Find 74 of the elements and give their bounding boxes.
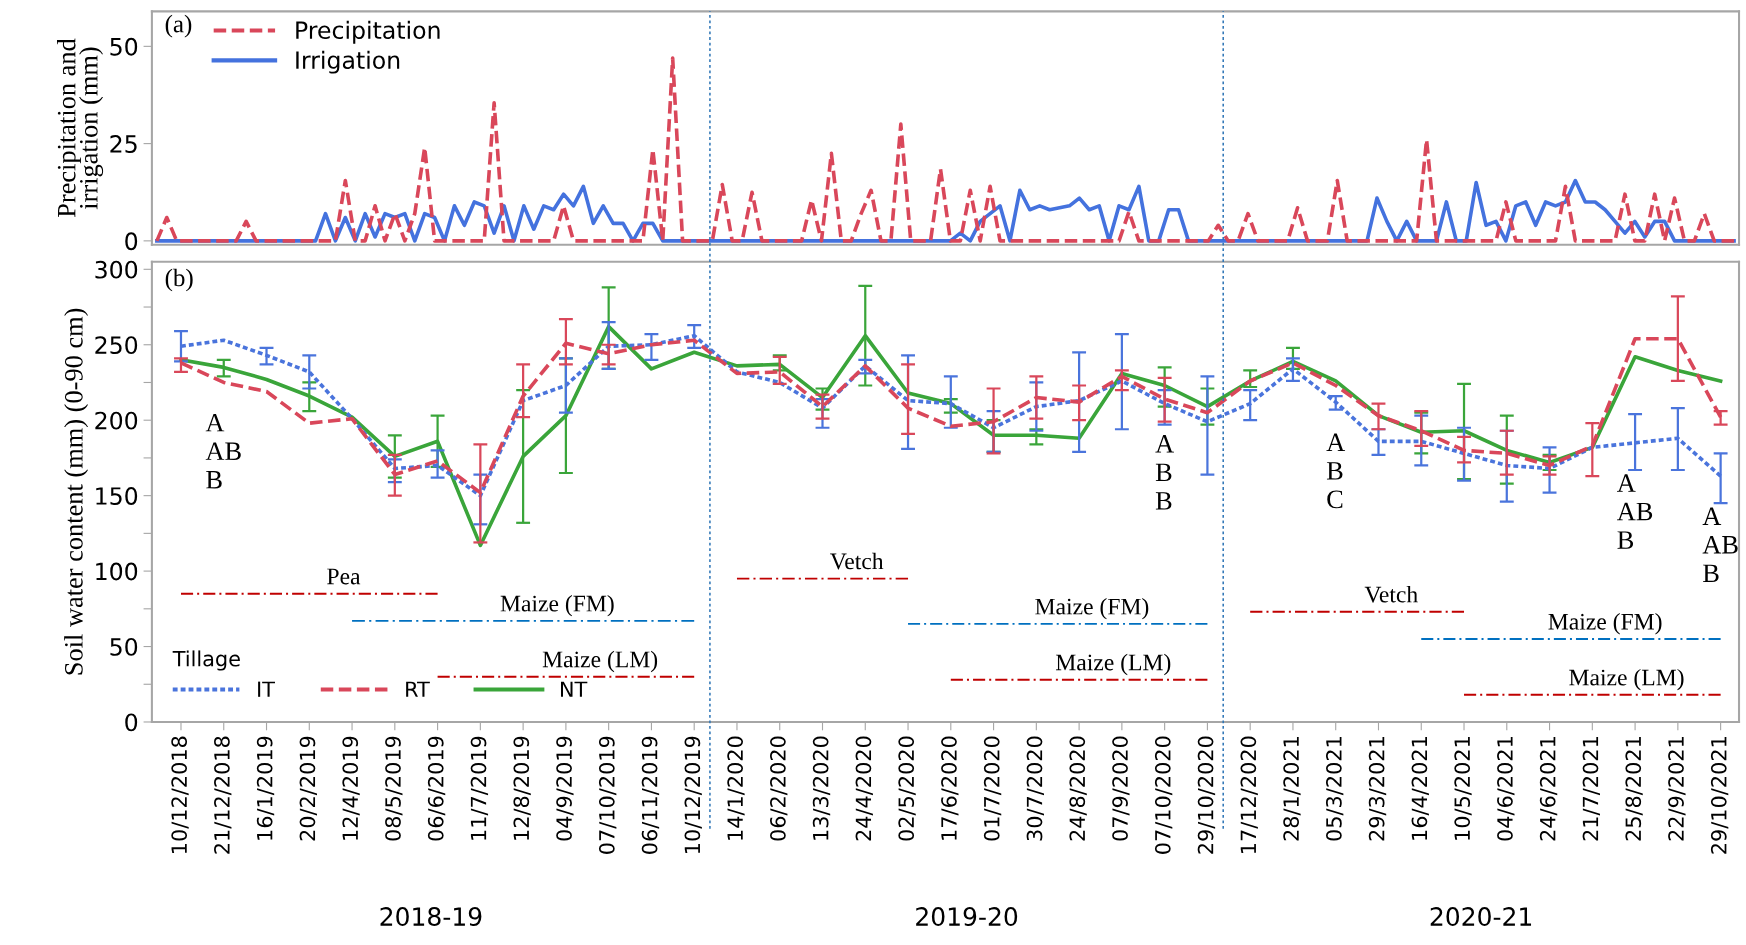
x-tick-label: 24/8/2020 (1069, 736, 1087, 841)
y-tick-label: 0 (125, 232, 138, 251)
x-tick-label: 21/12/2018 (214, 736, 232, 854)
x-tick-label: 08/5/2019 (385, 736, 403, 841)
x-tick-label: 24/4/2020 (855, 736, 873, 841)
series-label: Maize (FM) (1035, 597, 1149, 620)
text: 2020-21 (1430, 907, 1532, 926)
series-label: Maize (FM) (500, 594, 614, 617)
series-label: Vetch (830, 552, 884, 570)
legend-label: Precipitation (296, 20, 440, 44)
y-tick-label: 50 (110, 637, 138, 656)
x-tick-label: 14/1/2020 (727, 736, 745, 840)
y-tick-label: 150 (96, 487, 138, 505)
y-tick-label: 0 (125, 713, 138, 732)
x-tick-label: 20/2/2019 (299, 736, 317, 841)
x-tick-label: 29/10/2021 (1710, 737, 1729, 854)
x-tick-label: 06/2/2020 (770, 736, 788, 841)
y-axis-title: Precipitation and irrigation (mm) (57, 38, 104, 218)
x-tick-label: 06/6/2019 (427, 736, 446, 841)
x-tick-label: 10/12/2018 (171, 736, 189, 853)
x-tick-label: 05/3/2021 (1326, 737, 1344, 841)
x-tick-label: 07/10/2019 (598, 736, 617, 854)
x-tick-label: 07/9/2020 (1112, 736, 1130, 841)
x-tick-label: 04/9/2019 (556, 736, 574, 841)
series-label: Maize (LM) (542, 650, 658, 673)
x-tick-label: 29/10/2020 (1197, 736, 1216, 854)
series-label: Maize (LM) (1055, 653, 1171, 676)
x-tick-label: 10/5/2021 (1454, 737, 1472, 840)
series-label: Pea (327, 568, 361, 585)
x-tick-label: 29/3/2021 (1368, 737, 1387, 841)
y-tick-label: 100 (96, 562, 138, 581)
x-tick-label: 17/6/2020 (941, 736, 959, 840)
legend-label: RT (406, 681, 430, 697)
legend-label: IT (258, 681, 275, 697)
x-tick-label: 13/3/2020 (812, 736, 831, 840)
y-tick-label: 200 (95, 411, 138, 430)
x-tick-label: 28/1/2021 (1283, 737, 1301, 841)
legend-label: NT (561, 681, 588, 697)
series-label: Vetch (1364, 585, 1418, 603)
x-tick-label: 21/7/2021 (1582, 737, 1600, 841)
x-tick-label: 01/7/2020 (983, 736, 1002, 841)
x-tick-label: 22/9/2021 (1668, 737, 1686, 841)
x-tick-label: 06/11/2019 (641, 736, 660, 854)
annotation: A AB B (205, 413, 241, 489)
x-tick-label: 04/6/2021 (1497, 737, 1515, 841)
x-tick-label: 02/5/2020 (898, 736, 916, 841)
x-tick-label: 16/1/2019 (256, 736, 275, 840)
x-tick-label: 07/10/2020 (1154, 736, 1173, 854)
y-tick-label: 50 (110, 37, 138, 56)
legend-label: Irrigation (296, 50, 400, 74)
annotation: (a) (165, 14, 192, 38)
y-tick-label: 25 (110, 135, 137, 153)
x-tick-label: 16/4/2021 (1411, 737, 1429, 840)
annotation: A AB B (1617, 474, 1653, 549)
x-tick-label: 17/12/2020 (1240, 736, 1258, 853)
series-label: Maize (FM) (1548, 613, 1662, 635)
y-tick-label: 250 (95, 336, 138, 355)
series-label: Maize (LM) (1569, 668, 1684, 691)
annotation: A B B (1155, 435, 1174, 510)
x-tick-label: 12/8/2019 (513, 736, 531, 840)
text: 2019-20 (916, 907, 1018, 926)
annotation: A B C (1326, 433, 1346, 509)
x-tick-label: 30/7/2020 (1026, 736, 1045, 841)
text: 2018-19 (380, 907, 482, 926)
x-tick-label: 10/12/2019 (684, 736, 702, 853)
legend-title: Tillage (172, 650, 240, 671)
annotation: (b) (165, 268, 193, 292)
x-tick-label: 24/6/2021 (1539, 737, 1558, 841)
annotation: A AB B (1702, 507, 1738, 582)
x-tick-label: 12/4/2019 (342, 736, 360, 840)
y-tick-label: 300 (95, 260, 138, 279)
y-axis-title: Soil water content (mm) (0-90 cm) (64, 308, 89, 675)
x-tick-label: 11/7/2019 (470, 736, 489, 840)
x-tick-label: 25/8/2021 (1625, 737, 1643, 841)
